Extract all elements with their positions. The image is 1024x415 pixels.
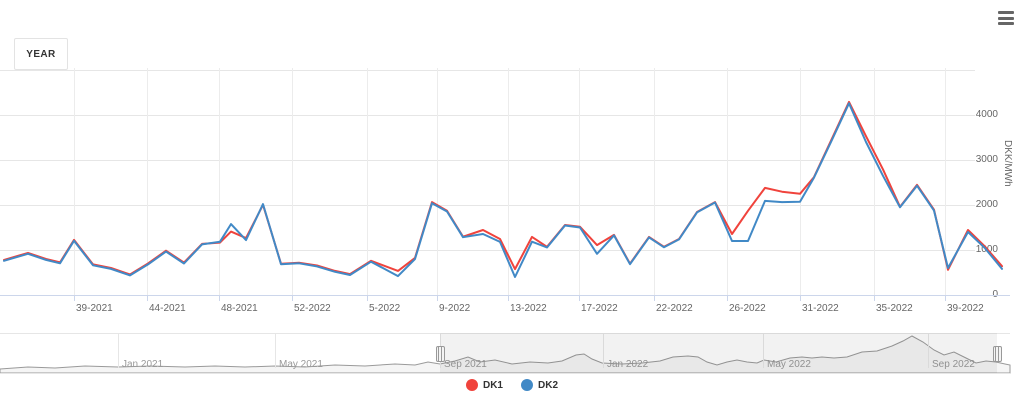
- x-gridline: [654, 68, 655, 295]
- legend: DK1 DK2: [0, 379, 1024, 391]
- legend-marker-icon: [465, 379, 478, 391]
- chart-menu-icon[interactable]: [998, 11, 1014, 25]
- navigator-axis-label: Jan 2021: [122, 359, 164, 370]
- x-axis-label: 22-2022: [656, 303, 693, 314]
- x-axis-label: 17-2022: [581, 303, 618, 314]
- x-gridline: [579, 68, 580, 295]
- navigator-axis-label: May 2021: [279, 359, 323, 370]
- series-line-dk2[interactable]: [3, 102, 1003, 278]
- x-gridline: [508, 68, 509, 295]
- x-gridline: [800, 68, 801, 295]
- y-axis-label: 4000: [975, 109, 998, 120]
- menu-bar-icon: [998, 16, 1014, 20]
- navigator-axis-label: Sep 2022: [932, 359, 975, 370]
- x-axis-tick: [292, 295, 293, 301]
- x-axis-tick: [579, 295, 580, 301]
- x-axis-tick: [654, 295, 655, 301]
- y-axis-label: 3000: [975, 154, 998, 165]
- x-axis-label: 39-2022: [947, 303, 984, 314]
- menu-bar-icon: [998, 11, 1014, 14]
- x-axis-label: 9-2022: [439, 303, 471, 314]
- y-axis-label: 2000: [975, 199, 998, 210]
- legend-item-dk1[interactable]: DK1: [465, 379, 503, 391]
- x-gridline: [74, 68, 75, 295]
- legend-marker-icon: [521, 379, 533, 391]
- y-axis-title: DKK/MWh: [1002, 140, 1013, 187]
- navigator-bottom-border: [0, 373, 1010, 374]
- x-axis-label: 26-2022: [729, 303, 766, 314]
- x-axis-label: 5-2022: [369, 303, 401, 314]
- x-axis-tick: [437, 295, 438, 301]
- x-gridline: [874, 68, 875, 295]
- y-gridline: [0, 250, 975, 251]
- x-axis-label: 35-2022: [876, 303, 913, 314]
- y-gridline: [0, 115, 975, 116]
- x-gridline: [367, 68, 368, 295]
- x-gridline: [437, 68, 438, 295]
- x-axis-label: 48-2021: [221, 303, 258, 314]
- x-axis-tick: [727, 295, 728, 301]
- x-axis-tick: [219, 295, 220, 301]
- legend-label: DK1: [482, 379, 503, 391]
- legend-item-dk2[interactable]: DK2: [521, 379, 558, 391]
- range-selector-year-button[interactable]: YEAR: [14, 38, 68, 70]
- x-gridline: [292, 68, 293, 295]
- x-axis-label: 13-2022: [510, 303, 547, 314]
- navigator-top-border: [0, 333, 1010, 334]
- x-gridline: [727, 68, 728, 295]
- x-axis-tick: [874, 295, 875, 301]
- x-axis-label: 52-2022: [294, 303, 331, 314]
- y-axis-label: 0: [950, 289, 998, 300]
- navigator-gridline: [118, 333, 119, 368]
- y-gridline: [0, 160, 975, 161]
- navigator-selected-range[interactable]: [440, 333, 997, 373]
- x-gridline: [147, 68, 148, 295]
- navigator-gridline: [763, 333, 764, 368]
- x-axis-label: 31-2022: [802, 303, 839, 314]
- x-axis-tick: [367, 295, 368, 301]
- x-axis-label: 44-2021: [149, 303, 186, 314]
- y-gridline: [0, 70, 975, 71]
- x-gridline: [945, 68, 946, 295]
- navigator-axis-label: Sep 2021: [444, 359, 487, 370]
- navigator-gridline: [275, 333, 276, 368]
- x-axis-line: [0, 295, 1010, 296]
- navigator-gridline: [603, 333, 604, 368]
- navigator-right-handle[interactable]: [993, 346, 1002, 362]
- y-gridline: [0, 205, 975, 206]
- legend-label: DK2: [538, 379, 559, 391]
- x-gridline: [219, 68, 220, 295]
- x-axis-tick: [800, 295, 801, 301]
- x-axis-tick: [945, 295, 946, 301]
- navigator-axis-label: May 2022: [767, 359, 811, 370]
- x-axis-label: 39-2021: [76, 303, 113, 314]
- navigator-axis-label: Jan 2022: [607, 359, 649, 370]
- x-axis-tick: [147, 295, 148, 301]
- x-axis-tick: [508, 295, 509, 301]
- range-selector-year-label: YEAR: [26, 48, 56, 60]
- navigator-gridline: [928, 333, 929, 368]
- x-axis-tick: [74, 295, 75, 301]
- menu-bar-icon: [998, 22, 1014, 25]
- navigator-left-handle[interactable]: [436, 346, 445, 362]
